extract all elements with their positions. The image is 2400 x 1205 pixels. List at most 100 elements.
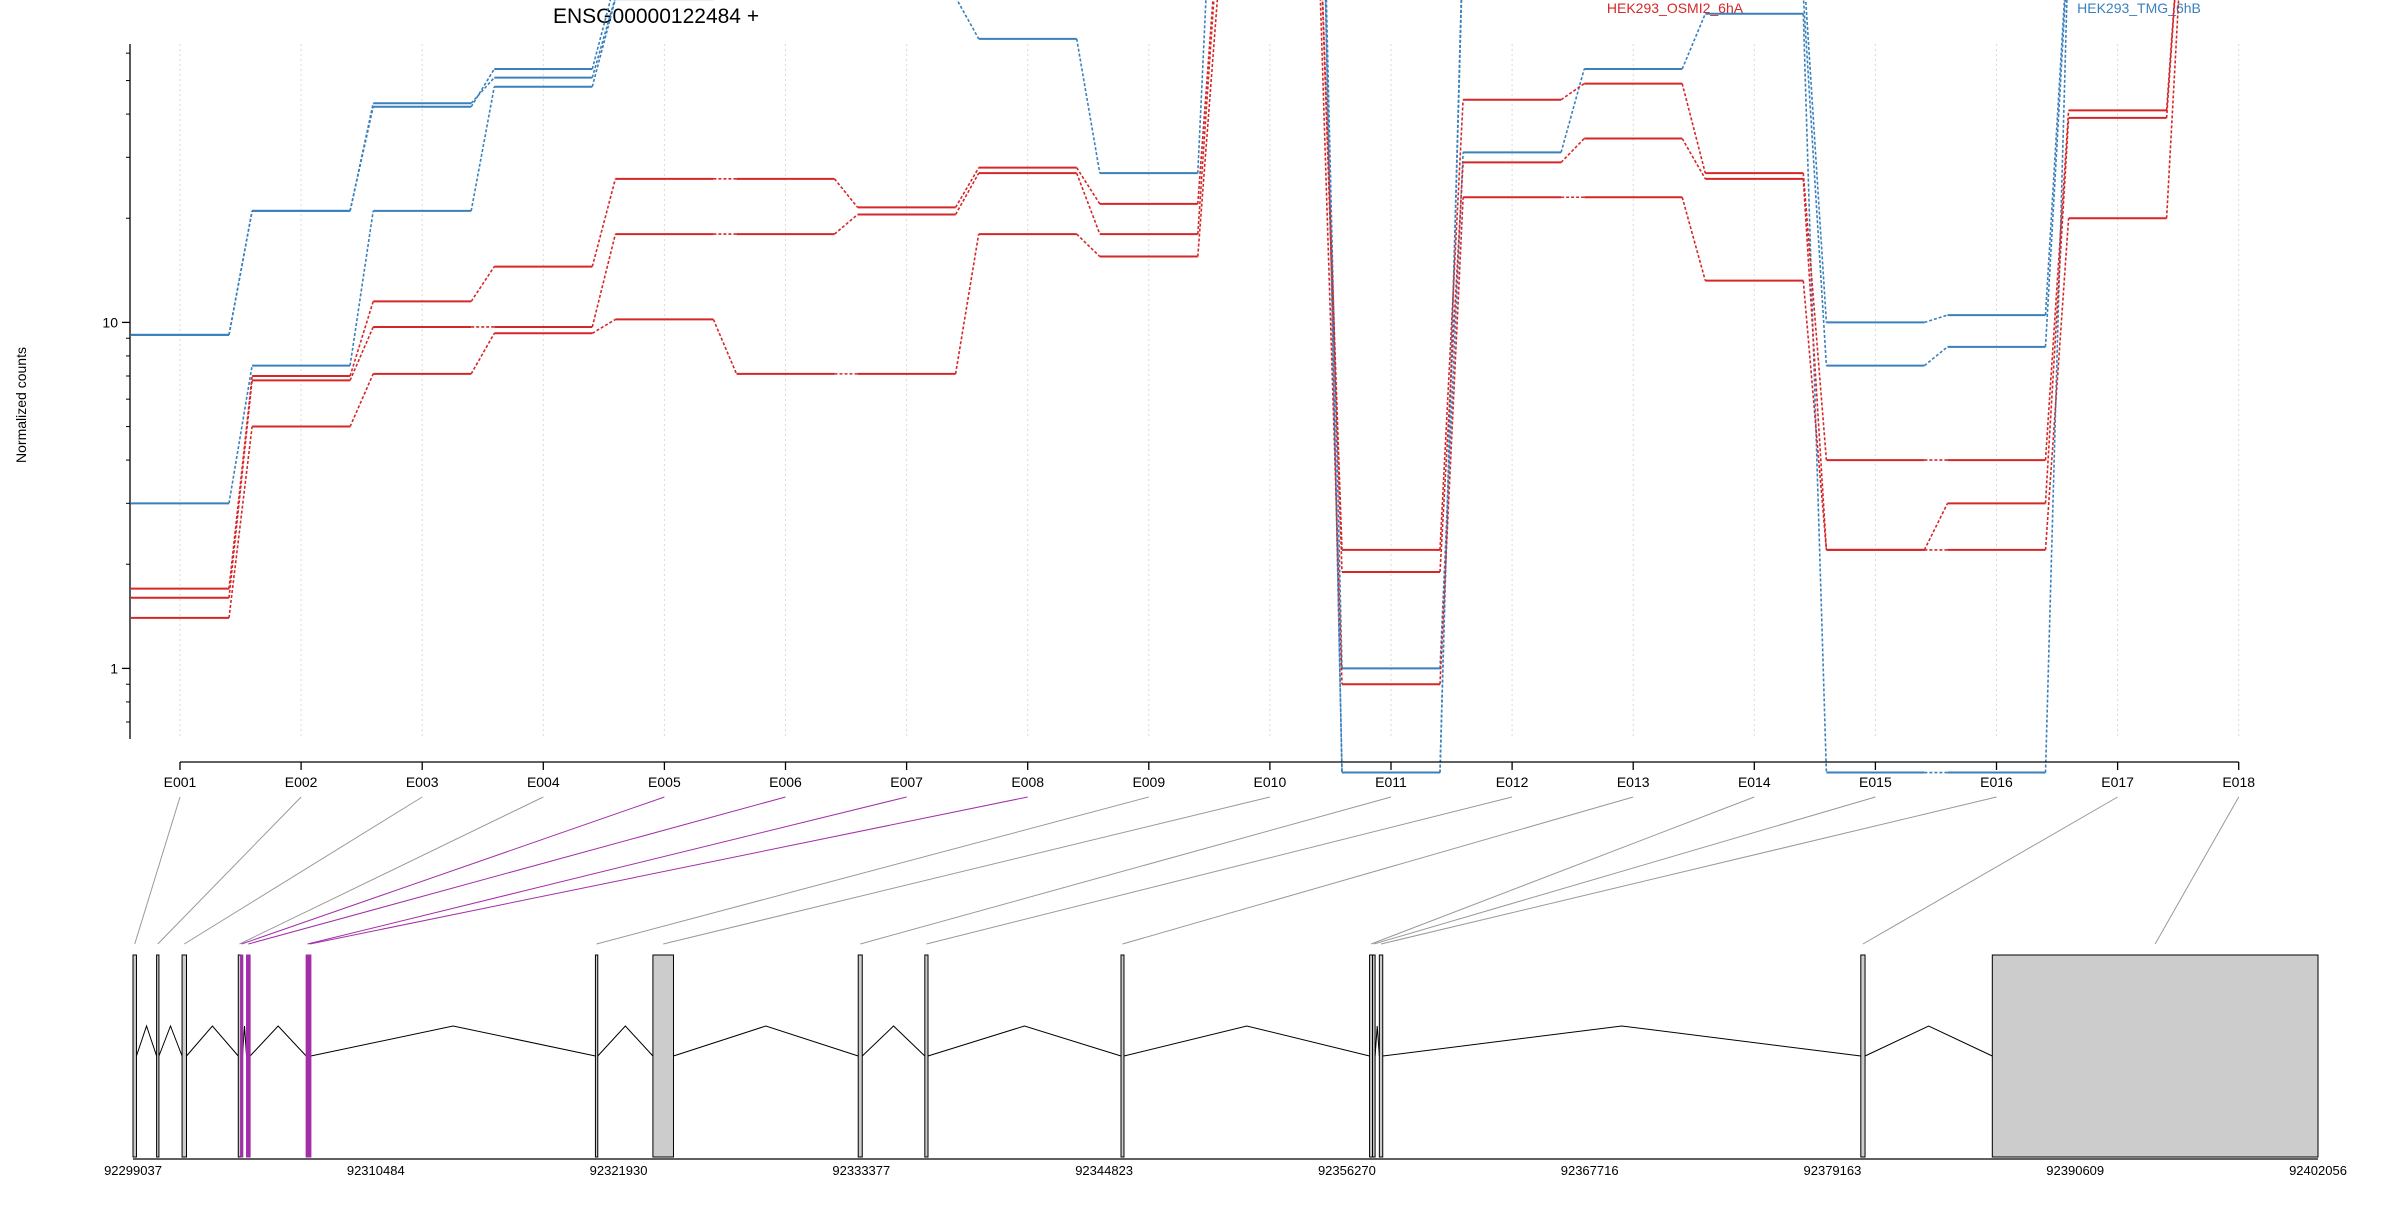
series-connector bbox=[1923, 346, 1949, 367]
series-connector bbox=[712, 319, 738, 375]
series-connector bbox=[1439, 152, 1464, 669]
exon-e001 bbox=[132, 954, 137, 1158]
x-axis: E001 E002 E003 E004 E005 E006 E007 E008 E009 E010… bbox=[164, 761, 2255, 790]
intron-line bbox=[1382, 1025, 1861, 1057]
genomic-tick-label: 92379163 bbox=[1804, 1163, 1862, 1178]
series-connector bbox=[591, 0, 616, 87]
series-connector bbox=[470, 86, 496, 212]
x-tick-label: E001 bbox=[164, 774, 197, 790]
gene-model bbox=[132, 954, 2319, 1158]
series-connector bbox=[1321, 0, 1343, 572]
series-connector bbox=[2044, 0, 2066, 316]
exon-e016 bbox=[1378, 954, 1384, 1158]
series-connector bbox=[228, 380, 253, 598]
series-connector bbox=[1804, 0, 1828, 323]
genomic-tick-label: 92344823 bbox=[1075, 1163, 1133, 1178]
y-axis: 110100 bbox=[102, 44, 131, 739]
series-connector bbox=[349, 301, 374, 377]
genomic-coordinate-axis: 92299037 92310484 92321930 92333377 92344823… bbox=[104, 1158, 2347, 1178]
series-connector bbox=[2044, 0, 2068, 773]
series-connector bbox=[1197, 0, 1214, 204]
series-connector bbox=[1681, 13, 1707, 70]
genomic-tick-label: 92390609 bbox=[2046, 1163, 2104, 1178]
series-connector bbox=[2044, 110, 2070, 461]
series-connector bbox=[470, 332, 495, 375]
series-connector bbox=[1560, 68, 1585, 153]
series-connector bbox=[2165, 0, 2180, 219]
legend-group-tmg: HEK293_TMG_6hB bbox=[2077, 0, 2201, 16]
series-connector bbox=[2165, 0, 2176, 118]
connector-e014 bbox=[1370, 796, 1755, 945]
series-layer bbox=[131, 0, 2180, 774]
y-tick-label: 10 bbox=[102, 314, 118, 330]
connector-e017 bbox=[1862, 796, 2118, 945]
connector-e005 bbox=[241, 796, 665, 945]
series-connector bbox=[1075, 172, 1101, 235]
series-connector bbox=[349, 210, 374, 366]
x-tick-label: E015 bbox=[1859, 774, 1892, 790]
x-tick-label: E002 bbox=[285, 774, 318, 790]
series-connector bbox=[1439, 0, 1463, 773]
series-connector bbox=[2044, 0, 2067, 347]
exon-connector-lines bbox=[134, 796, 2240, 945]
exon-e008 bbox=[308, 954, 312, 1158]
exon-e006 bbox=[246, 954, 251, 1158]
series-connector bbox=[954, 233, 980, 374]
series-connector bbox=[1439, 197, 1464, 685]
series-connector bbox=[954, 167, 980, 208]
series-connector bbox=[470, 77, 495, 104]
series-connector bbox=[349, 326, 374, 381]
series-connector bbox=[470, 68, 495, 108]
series-connector bbox=[1802, 178, 1828, 550]
series-connector bbox=[2044, 218, 2070, 550]
series-connector bbox=[591, 318, 616, 334]
x-tick-label: E003 bbox=[406, 774, 439, 790]
intron-line bbox=[1123, 1025, 1370, 1057]
series-connector bbox=[833, 213, 859, 235]
intron-line bbox=[249, 1025, 307, 1057]
genomic-tick-label: 92333377 bbox=[832, 1163, 890, 1178]
series-connector bbox=[1681, 138, 1706, 180]
connector-e004 bbox=[239, 796, 544, 945]
exon-e009 bbox=[594, 954, 599, 1158]
connector-e009 bbox=[596, 796, 1149, 945]
intron-line bbox=[597, 1025, 654, 1057]
connector-e001 bbox=[134, 796, 181, 945]
series-connector bbox=[956, 0, 980, 40]
y-axis-label: Normalized counts bbox=[13, 347, 29, 463]
x-tick-label: E013 bbox=[1617, 774, 1650, 790]
x-tick-label: E007 bbox=[890, 774, 923, 790]
exon-e018 bbox=[1991, 954, 2319, 1158]
connector-e007 bbox=[307, 796, 907, 945]
intron-line bbox=[186, 1025, 239, 1057]
genomic-tick-label: 92321930 bbox=[590, 1163, 648, 1178]
intron-line bbox=[135, 1024, 158, 1057]
genomic-tick-label: 92402056 bbox=[2289, 1163, 2347, 1178]
exon-e003 bbox=[181, 954, 188, 1158]
x-tick-label: E017 bbox=[2101, 774, 2134, 790]
exon-e002 bbox=[156, 954, 160, 1158]
x-tick-label: E010 bbox=[1254, 774, 1287, 790]
legend-group-osmi2: HEK293_OSMI2_6hA bbox=[1607, 0, 1744, 16]
connector-e012 bbox=[926, 796, 1513, 945]
series-connector bbox=[228, 365, 253, 504]
series-connector bbox=[1923, 502, 1949, 551]
x-tick-label: E012 bbox=[1496, 774, 1529, 790]
series-connector bbox=[1802, 280, 1828, 550]
connector-e016 bbox=[1380, 796, 1997, 945]
series-connector bbox=[1324, 0, 1343, 773]
series-connector bbox=[591, 178, 617, 267]
series-2 bbox=[131, 0, 2067, 774]
series-connector bbox=[1924, 314, 1948, 324]
series-5 bbox=[131, 0, 2176, 599]
genomic-tick-label: 92310484 bbox=[347, 1163, 405, 1178]
series-connector bbox=[1075, 38, 1101, 174]
connector-e018 bbox=[2154, 796, 2240, 945]
series-3 bbox=[131, 0, 2068, 774]
series-connector bbox=[833, 178, 859, 208]
series-connector bbox=[591, 0, 616, 78]
series-connector bbox=[1802, 0, 1828, 366]
series-connector bbox=[1439, 162, 1464, 572]
x-tick-label: E014 bbox=[1738, 774, 1771, 790]
